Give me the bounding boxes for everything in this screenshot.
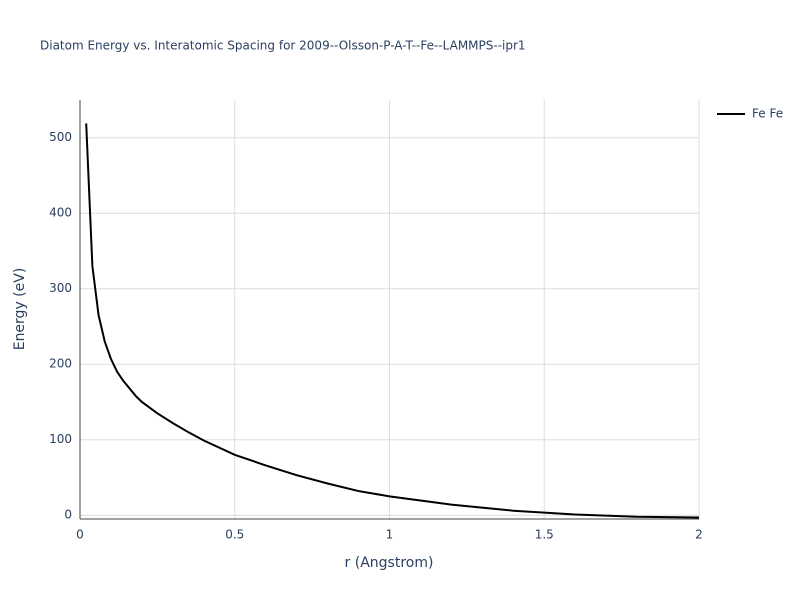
x-tick-label: 0.5 (225, 528, 244, 542)
x-axis-label: r (Angstrom) (345, 555, 434, 571)
x-tick-label: 2 (695, 528, 703, 542)
line (85, 123, 700, 519)
legend-label: Fe Fe (752, 107, 783, 121)
y-tick-label: 400 (49, 206, 72, 220)
chart-title: Diatom Energy vs. Interatomic Spacing fo… (40, 39, 526, 53)
y-tick-label: 0 (64, 508, 72, 522)
y-tick-label: 200 (49, 357, 72, 371)
x-tick-label: 1 (386, 528, 394, 542)
y-tick-label: 100 (49, 432, 72, 446)
y-tick-label: 500 (49, 130, 72, 144)
x-tick-label: 0 (76, 528, 84, 542)
y-tick-label: 300 (49, 281, 72, 295)
y-axis-label: Energy (eV) (12, 268, 28, 351)
x-tick-label: 1.5 (535, 528, 554, 542)
